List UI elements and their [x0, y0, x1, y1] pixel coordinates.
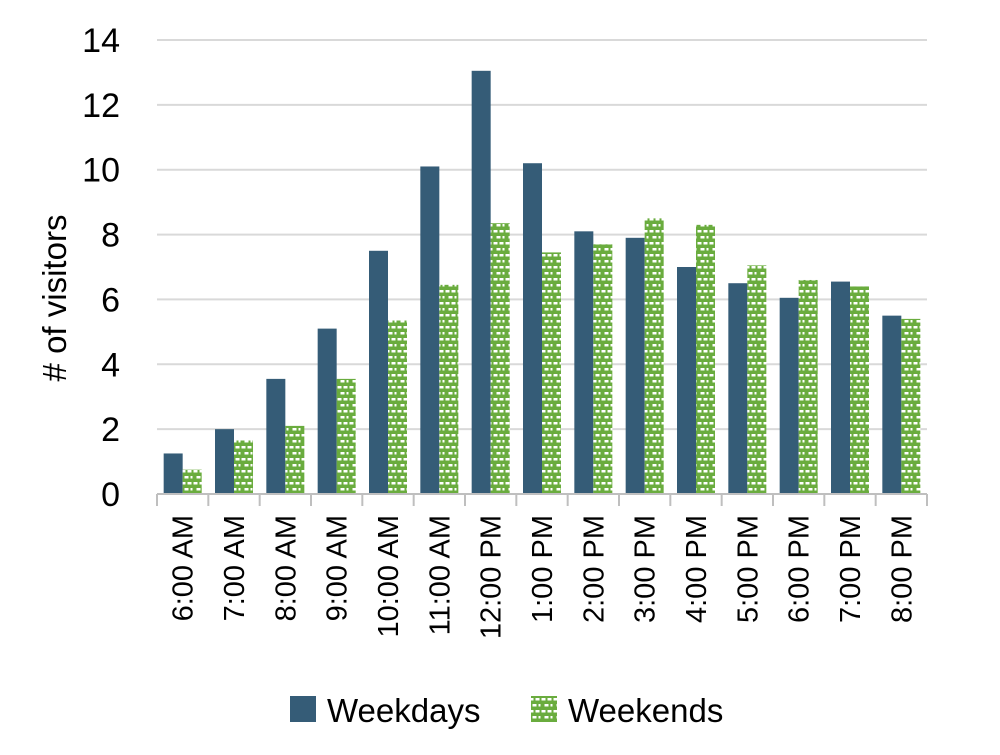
y-tick-label: 4 — [101, 346, 120, 384]
bar-weekdays-3 — [317, 328, 337, 494]
x-tick-label: 5:00 PM — [732, 515, 764, 623]
bar-weekdays-14 — [882, 315, 902, 494]
bars — [163, 70, 921, 495]
x-tick-label: 2:00 PM — [578, 515, 610, 623]
x-tick-label: 8:00 AM — [270, 515, 302, 621]
legend: Weekdays Weekends — [290, 692, 723, 729]
y-tick-label: 0 — [101, 476, 120, 514]
bar-weekends-12 — [798, 279, 818, 494]
x-tick-label: 12:00 PM — [476, 515, 508, 639]
x-tick-label: 7:00 AM — [219, 515, 251, 621]
x-tick-label: 9:00 AM — [322, 515, 354, 621]
bar-weekends-14 — [901, 318, 921, 494]
bar-weekdays-4 — [369, 250, 388, 494]
axes — [156, 493, 928, 506]
legend-swatch-weekends — [531, 696, 557, 722]
y-tick-label: 8 — [101, 217, 120, 255]
bar-weekends-10 — [696, 224, 715, 495]
bar-weekdays-8 — [574, 231, 594, 495]
legend-swatch-weekdays — [290, 696, 316, 722]
bar-weekends-13 — [850, 286, 869, 494]
x-tick-label: 6:00 AM — [168, 515, 200, 621]
bar-weekdays-2 — [266, 378, 286, 494]
y-tick-labels: 0 2 4 6 8 10 12 14 — [82, 22, 120, 514]
x-tick-label: 7:00 PM — [835, 515, 867, 623]
y-tick-label: 10 — [82, 152, 120, 190]
bar-weekends-8 — [593, 244, 613, 494]
x-tick-label: 6:00 PM — [784, 515, 816, 623]
bar-weekends-4 — [388, 320, 407, 494]
x-tick-label: 11:00 AM — [424, 515, 456, 635]
bar-weekends-7 — [542, 252, 561, 494]
bar-weekdays-6 — [471, 70, 491, 495]
legend-label-weekdays: Weekdays — [327, 692, 480, 729]
bar-weekends-11 — [747, 265, 767, 494]
y-axis-label: # of visitors — [36, 215, 73, 382]
y-tick-label: 14 — [82, 22, 120, 60]
bar-weekends-2 — [285, 425, 305, 494]
x-tick-label: 10:00 AM — [373, 515, 405, 638]
bar-weekdays-5 — [420, 166, 440, 494]
bar-weekdays-13 — [831, 281, 850, 494]
bar-weekdays-11 — [728, 283, 748, 494]
bar-weekdays-0 — [163, 453, 183, 494]
bar-weekends-0 — [182, 469, 202, 494]
bar-weekends-1 — [234, 440, 253, 494]
x-tick-labels: 6:00 AM 7:00 AM 8:00 AM 9:00 AM 10:00 AM 11:0… — [168, 515, 919, 639]
bar-weekdays-12 — [779, 297, 799, 494]
legend-label-weekends: Weekends — [568, 692, 723, 729]
y-tick-label: 12 — [82, 87, 120, 125]
y-tick-label: 2 — [101, 411, 120, 449]
bar-weekdays-10 — [677, 267, 696, 494]
bar-weekends-9 — [644, 218, 664, 494]
x-tick-label: 3:00 PM — [630, 515, 662, 623]
bar-weekends-3 — [336, 378, 356, 494]
bar-weekends-6 — [490, 223, 510, 494]
x-tick-label: 4:00 PM — [681, 515, 713, 623]
bar-weekends-5 — [439, 284, 459, 494]
x-tick-label: 8:00 PM — [886, 515, 918, 623]
bar-weekdays-7 — [523, 163, 542, 494]
x-tick-label: 1:00 PM — [527, 515, 559, 623]
y-tick-label: 6 — [101, 281, 120, 319]
bar-weekdays-9 — [625, 237, 645, 495]
bar-weekdays-1 — [215, 429, 234, 494]
